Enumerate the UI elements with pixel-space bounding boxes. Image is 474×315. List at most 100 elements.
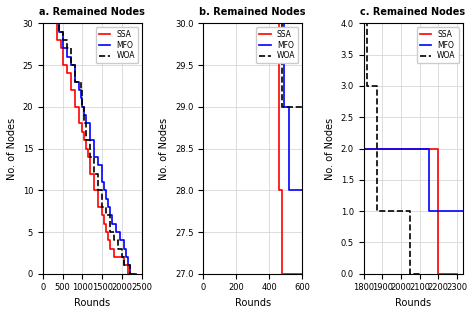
WOA — [60, 30, 65, 33]
MFO — [133, 272, 139, 276]
WOA — [68, 46, 73, 50]
WOA — [111, 238, 117, 242]
WOA — [82, 122, 87, 125]
WOA — [123, 264, 129, 267]
Y-axis label: No. of Nodes: No. of Nodes — [159, 117, 169, 180]
SSA — [286, 272, 292, 276]
Line: MFO: MFO — [203, 23, 302, 190]
WOA — [78, 80, 83, 83]
Legend: SSA, MFO, WOA: SSA, MFO, WOA — [417, 27, 459, 63]
SSA — [125, 272, 131, 276]
MFO — [426, 147, 432, 151]
SSA — [436, 272, 441, 276]
SSA — [417, 147, 422, 151]
SSA — [286, 272, 292, 276]
SSA — [276, 21, 282, 25]
SSA — [280, 188, 285, 192]
WOA — [68, 63, 73, 67]
WOA — [365, 21, 370, 25]
SSA — [105, 238, 111, 242]
WOA — [83, 138, 89, 142]
WOA — [123, 264, 129, 267]
MFO — [40, 21, 46, 25]
Line: WOA: WOA — [43, 23, 132, 274]
WOA — [365, 84, 370, 88]
WOA — [91, 172, 97, 175]
WOA — [91, 155, 97, 159]
WOA — [127, 272, 133, 276]
Line: MFO: MFO — [364, 149, 463, 211]
MFO — [103, 188, 109, 192]
WOA — [80, 88, 85, 92]
Title: a. Remained Nodes: a. Remained Nodes — [39, 7, 146, 17]
WOA — [78, 88, 83, 92]
MFO — [286, 105, 292, 109]
MFO — [436, 209, 441, 213]
WOA — [417, 272, 422, 276]
WOA — [60, 38, 65, 42]
MFO — [72, 63, 77, 67]
SSA — [454, 272, 460, 276]
Line: WOA: WOA — [364, 23, 419, 274]
WOA — [111, 230, 117, 234]
Line: SSA: SSA — [364, 149, 457, 274]
WOA — [361, 21, 366, 25]
SSA — [361, 147, 366, 151]
Legend: SSA, MFO, WOA: SSA, MFO, WOA — [96, 27, 138, 63]
WOA — [82, 105, 87, 109]
Y-axis label: No. of Nodes: No. of Nodes — [7, 117, 17, 180]
SSA — [83, 147, 89, 151]
WOA — [398, 209, 404, 213]
Title: b. Remained Nodes: b. Remained Nodes — [200, 7, 306, 17]
MFO — [201, 21, 206, 25]
MFO — [103, 197, 109, 201]
MFO — [281, 21, 287, 25]
WOA — [108, 214, 113, 217]
WOA — [88, 155, 93, 159]
WOA — [398, 209, 404, 213]
WOA — [80, 105, 85, 109]
SSA — [436, 147, 441, 151]
WOA — [88, 138, 93, 142]
WOA — [72, 80, 77, 83]
SSA — [417, 147, 422, 151]
MFO — [436, 209, 441, 213]
Line: WOA: WOA — [203, 23, 302, 107]
SSA — [100, 205, 105, 209]
MFO — [281, 105, 287, 109]
MFO — [460, 209, 465, 213]
MFO — [426, 209, 432, 213]
WOA — [300, 105, 305, 109]
WOA — [95, 188, 101, 192]
WOA — [119, 255, 125, 259]
Line: SSA: SSA — [43, 23, 134, 274]
WOA — [129, 272, 135, 276]
WOA — [40, 21, 46, 25]
Y-axis label: No. of Nodes: No. of Nodes — [325, 117, 335, 180]
SSA — [276, 188, 282, 192]
X-axis label: Rounds: Rounds — [235, 298, 271, 308]
WOA — [374, 209, 379, 213]
SSA — [280, 272, 285, 276]
X-axis label: Rounds: Rounds — [395, 298, 431, 308]
MFO — [286, 188, 292, 192]
SSA — [300, 272, 305, 276]
SSA — [40, 21, 46, 25]
WOA — [115, 247, 121, 251]
WOA — [115, 238, 121, 242]
WOA — [100, 188, 105, 192]
WOA — [408, 272, 413, 276]
MFO — [108, 214, 113, 217]
WOA — [64, 38, 70, 42]
SSA — [101, 222, 107, 226]
WOA — [95, 172, 101, 175]
X-axis label: Rounds: Rounds — [74, 298, 110, 308]
WOA — [119, 247, 125, 251]
WOA — [201, 21, 206, 25]
WOA — [108, 230, 113, 234]
WOA — [103, 205, 109, 209]
WOA — [56, 21, 62, 25]
SSA — [101, 214, 107, 217]
SSA — [131, 272, 137, 276]
WOA — [83, 122, 89, 125]
